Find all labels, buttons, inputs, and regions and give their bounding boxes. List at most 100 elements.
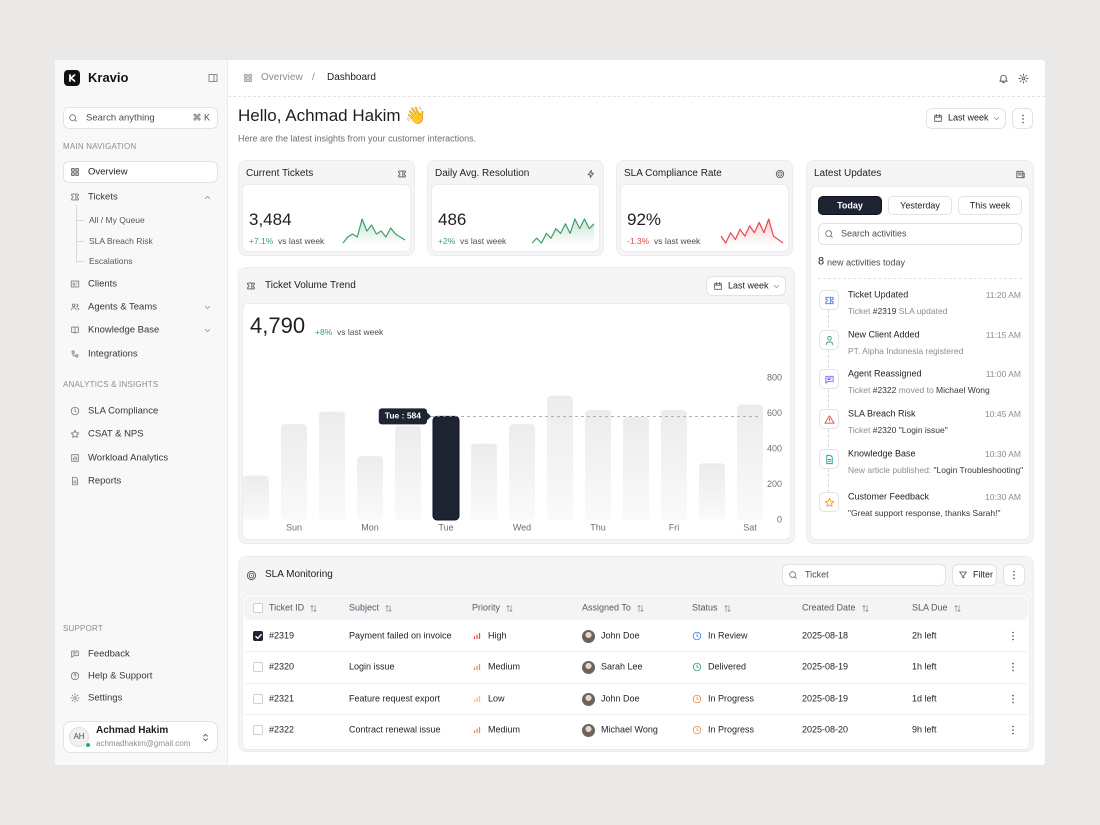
row-actions[interactable]	[1007, 693, 1019, 705]
nav-icon	[70, 429, 80, 438]
kpi-title: SLA Compliance Rate	[624, 168, 722, 179]
column-header: SLA Due	[912, 602, 948, 613]
nav-icon	[71, 326, 79, 334]
sort-icon	[637, 604, 643, 612]
checkbox[interactable]	[253, 662, 263, 672]
activity-time: 10:45 AM	[985, 408, 1021, 419]
activity-count-note: new activities today	[827, 257, 906, 268]
chart-icon	[247, 282, 255, 290]
checkbox[interactable]	[253, 694, 263, 704]
nav-icon-glyph	[70, 429, 80, 438]
activity-title: Knowledge Base	[848, 448, 916, 459]
tab[interactable]	[958, 196, 1022, 215]
calendar-icon	[934, 113, 942, 122]
nav-item[interactable]	[63, 687, 218, 709]
kpi-icon	[398, 170, 406, 178]
nav-item[interactable]	[63, 643, 218, 665]
column-header: Created Date	[802, 602, 856, 613]
bar	[661, 409, 687, 520]
row-actions[interactable]	[1007, 630, 1019, 642]
period-chevron	[773, 284, 779, 288]
table-body	[242, 594, 1030, 750]
row-actions[interactable]	[1007, 724, 1019, 736]
filter-button[interactable]	[952, 564, 997, 586]
period-button[interactable]	[926, 108, 1006, 129]
column-header: Status	[692, 602, 718, 613]
tab-label: Yesterday	[900, 200, 940, 211]
ticket-subject: Payment failed on invoice	[349, 630, 452, 641]
nav-icon	[70, 280, 80, 288]
tab[interactable]	[888, 196, 952, 215]
nav-icon-glyph	[71, 454, 79, 462]
collapse-sidebar	[208, 74, 218, 82]
more-icon	[1021, 114, 1024, 123]
ticket-status: In Review	[708, 630, 748, 641]
sparkline-line	[342, 218, 406, 244]
y-tick-label: 600	[767, 408, 782, 418]
tooltip-box	[378, 408, 427, 425]
nav-chevron	[204, 305, 210, 309]
activity-icon	[824, 375, 834, 384]
activity-search[interactable]	[818, 223, 1022, 245]
nav-label: Help & Support	[88, 670, 153, 682]
search-box[interactable]	[63, 107, 218, 129]
ticket-created: 2025-08-19	[802, 661, 849, 672]
activity-icon-glyph	[824, 497, 834, 507]
column-header: Assigned To	[582, 602, 631, 613]
nav-icon	[71, 168, 79, 176]
ticket-assignee: Sarah Lee	[601, 661, 643, 672]
sort-icon-glyph	[385, 604, 391, 612]
filter-icon	[959, 571, 967, 579]
bar	[357, 456, 383, 520]
assignee-avatar	[582, 692, 595, 706]
kpi-note: vs last week	[460, 235, 507, 246]
checkbox[interactable]	[253, 603, 263, 613]
nav-item[interactable]	[63, 470, 218, 492]
nav-item[interactable]	[63, 186, 218, 208]
calendar-icon	[714, 281, 722, 290]
ticket-due: 2h left	[912, 630, 937, 641]
sort-icon	[724, 604, 730, 612]
activity-text: moved to	[896, 384, 937, 395]
chart-note: vs last week	[337, 326, 384, 337]
activity-description: "Great support response, thanks Sarah!"	[848, 508, 1001, 518]
nav-item[interactable]	[63, 273, 218, 295]
row-actions[interactable]	[1007, 661, 1019, 673]
kpi-icon-glyph	[587, 169, 594, 179]
row-divider	[244, 714, 1028, 715]
checkbox[interactable]	[253, 631, 263, 641]
nav-item-active[interactable]	[63, 161, 218, 183]
x-tick-label: Sat	[743, 522, 757, 532]
priority-icon-glyph	[473, 695, 481, 703]
tab-label: Today	[837, 200, 863, 211]
table-search[interactable]	[782, 564, 946, 586]
nav-label: Clients	[88, 278, 118, 290]
nav-icon-glyph	[71, 650, 79, 658]
activity-search-placeholder: Search activities	[841, 228, 907, 239]
bar	[547, 395, 573, 520]
x-tick-label: Wed	[513, 522, 531, 532]
chart-period-button[interactable]	[706, 276, 786, 296]
notifications-glyph	[998, 74, 1008, 83]
kpi-value: 92%	[627, 209, 662, 229]
sort-icon-glyph	[862, 604, 868, 612]
timeline-connector	[828, 305, 829, 507]
nav-item[interactable]	[63, 343, 218, 365]
greeting-subtitle: Here are the latest insights from your c…	[238, 133, 477, 144]
activity-count: 8	[818, 255, 825, 268]
checkbox-check	[254, 633, 262, 639]
x-tick-label: Mon	[361, 522, 379, 532]
sparkline-line	[720, 218, 784, 244]
bar	[509, 424, 535, 520]
ticket-created: 2025-08-20	[802, 724, 849, 735]
tab-active[interactable]	[818, 196, 882, 215]
checkbox-check-glyph	[254, 633, 262, 639]
ticket-priority: Low	[488, 693, 505, 704]
nav-label: Workload Analytics	[88, 452, 169, 464]
kpi-change: +7.1%	[249, 235, 274, 246]
checkbox[interactable]	[253, 725, 263, 735]
nav-section-title: SUPPORT	[63, 624, 103, 634]
nav-label: Tickets	[88, 191, 118, 203]
kpi-title: Current Tickets	[246, 168, 314, 179]
